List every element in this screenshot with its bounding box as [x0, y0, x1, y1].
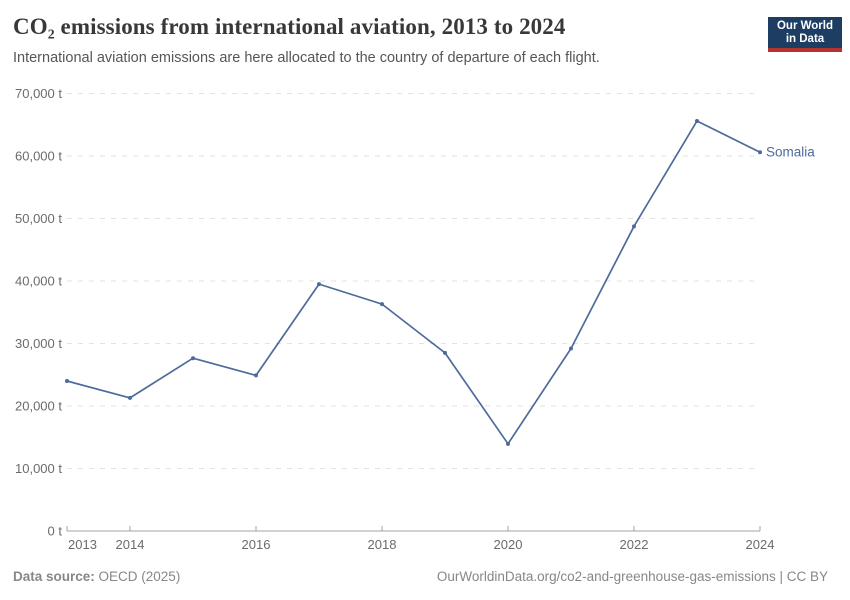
- x-axis-tick-label: 2013: [68, 537, 97, 552]
- data-point-2013[interactable]: [65, 379, 69, 383]
- x-axis-tick-label: 2018: [368, 537, 397, 552]
- credit-link[interactable]: OurWorldinData.org/co2-and-greenhouse-ga…: [436, 569, 828, 584]
- entity-label-somalia[interactable]: Somalia: [766, 144, 815, 159]
- data-source-note: Data source: OECD (2025): [13, 569, 180, 584]
- data-point-2021[interactable]: [569, 346, 573, 351]
- y-axis-tick-label: 70,000 t: [15, 86, 62, 101]
- data-source-label: Data source:: [13, 569, 95, 584]
- data-point-2018[interactable]: [380, 302, 384, 307]
- chart-title: CO₂ emissions from international aviatio…: [13, 14, 566, 39]
- data-point-2023[interactable]: [695, 119, 699, 123]
- data-point-2016[interactable]: [254, 373, 258, 378]
- data-point-2022[interactable]: [632, 224, 636, 229]
- y-axis-tick-label: 10,000 t: [15, 461, 62, 476]
- x-axis-tick-label: 2016: [242, 537, 271, 552]
- chart-subtitle: International aviation emissions are her…: [13, 50, 600, 66]
- data-point-2020[interactable]: [506, 441, 510, 446]
- y-axis-tick-label: 60,000 t: [15, 149, 62, 164]
- owid-logo-line1: Our World: [776, 19, 833, 32]
- data-point-2014[interactable]: [128, 395, 132, 400]
- y-axis-tick-label: 40,000 t: [15, 274, 62, 289]
- data-point-2017[interactable]: [317, 282, 321, 287]
- y-axis-tick-label: 0 t: [48, 524, 63, 539]
- owid-logo-line2: in Data: [785, 32, 825, 45]
- series-line-somalia[interactable]: [66, 120, 761, 445]
- y-axis-tick-label: 50,000 t: [15, 211, 62, 226]
- data-point-2024[interactable]: [758, 150, 762, 155]
- x-axis-tick-label: 2014: [116, 537, 145, 552]
- x-axis-tick-label: 2020: [494, 537, 523, 552]
- owid-logo[interactable]: Our World in Data: [768, 17, 842, 52]
- data-point-2015[interactable]: [191, 356, 195, 361]
- data-point-2019[interactable]: [443, 350, 447, 355]
- x-axis-tick-label: 2024: [746, 537, 775, 552]
- y-axis-tick-label: 30,000 t: [15, 336, 62, 351]
- y-axis-tick-label: 20,000 t: [15, 399, 62, 414]
- data-source-text: OECD (2025): [94, 569, 181, 584]
- x-axis-tick-label: 2022: [620, 537, 649, 552]
